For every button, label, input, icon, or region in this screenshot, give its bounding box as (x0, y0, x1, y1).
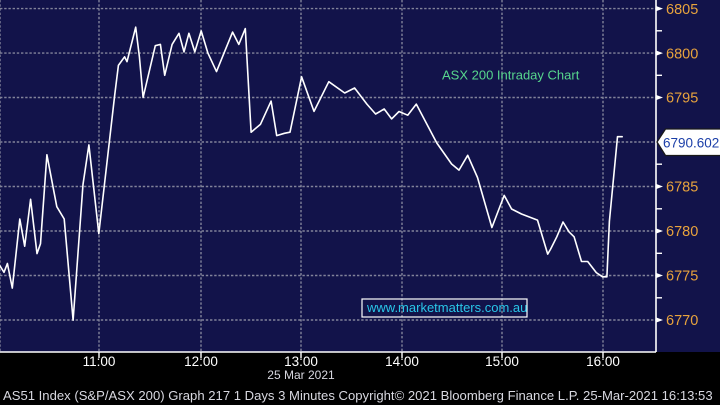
svg-text:6775: 6775 (666, 269, 698, 285)
svg-text:6770: 6770 (666, 313, 698, 329)
svg-text:6795: 6795 (666, 91, 698, 107)
svg-text:25 Mar 2021: 25 Mar 2021 (267, 368, 335, 382)
svg-text:13:00: 13:00 (284, 354, 318, 369)
svg-text:6805: 6805 (666, 2, 698, 18)
svg-text:11:00: 11:00 (83, 354, 116, 369)
svg-text:16:00: 16:00 (586, 354, 620, 369)
svg-text:6800: 6800 (666, 46, 698, 62)
svg-text:6780: 6780 (666, 224, 698, 240)
svg-text:ASX 200 Intraday Chart: ASX 200 Intraday Chart (442, 68, 580, 83)
svg-text:AS51 Index (S&P/ASX 200) Graph: AS51 Index (S&P/ASX 200) Graph 217 1 Day… (3, 388, 713, 403)
svg-text:12:00: 12:00 (184, 354, 218, 369)
svg-text:6790.602: 6790.602 (663, 136, 719, 151)
svg-text:6785: 6785 (666, 180, 698, 196)
svg-text:15:00: 15:00 (485, 354, 519, 369)
svg-text:14:00: 14:00 (385, 354, 419, 369)
svg-text:www.marketmatters.com.au: www.marketmatters.com.au (366, 300, 527, 315)
